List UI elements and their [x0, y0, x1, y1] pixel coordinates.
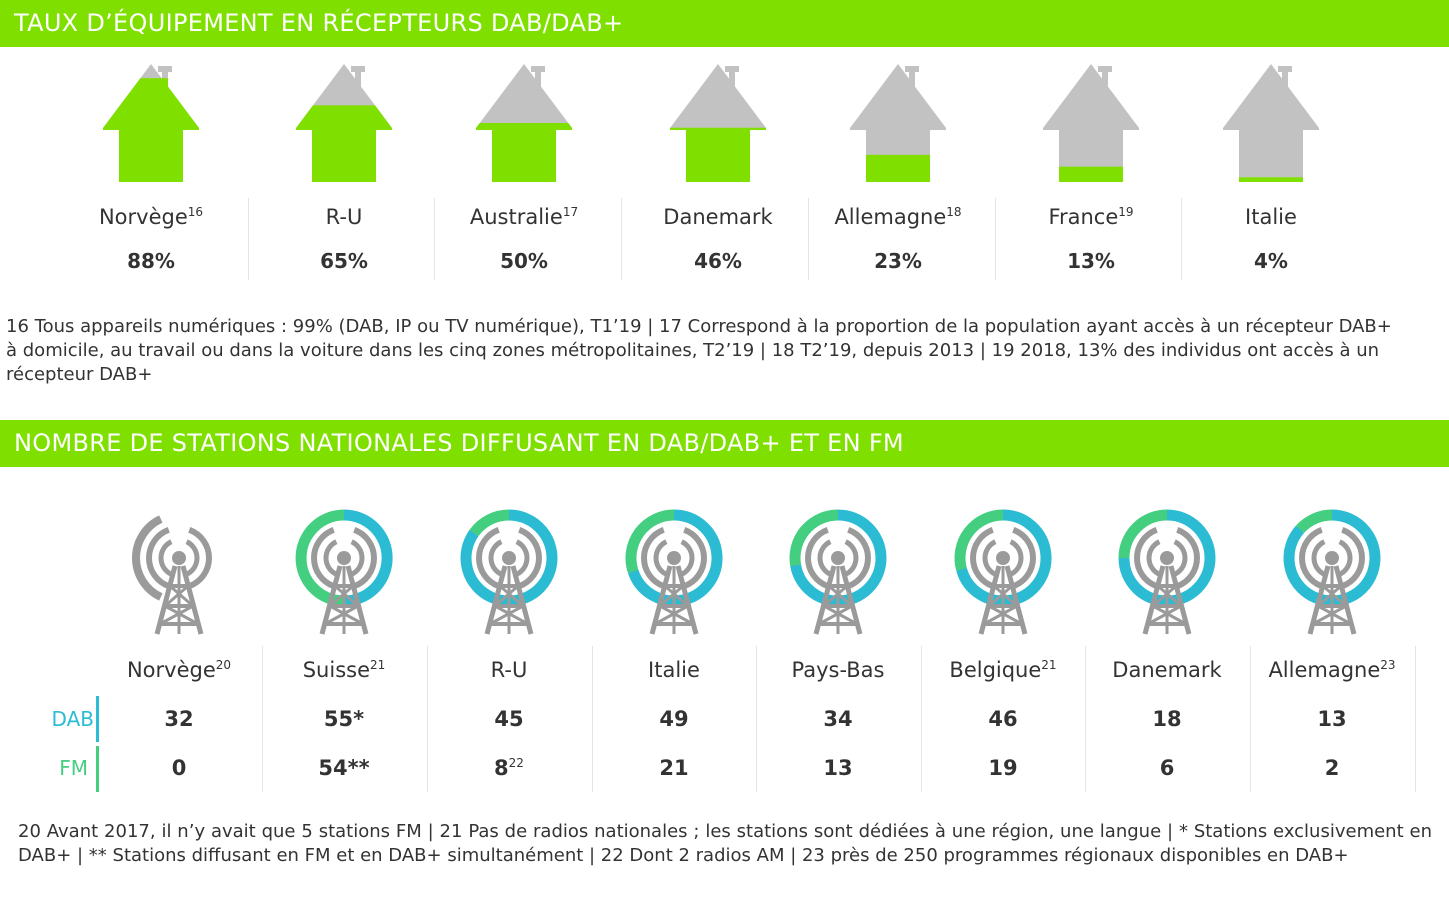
fm-station-count: 19 [988, 756, 1018, 780]
fm-row-label: FM [59, 756, 88, 780]
fm-station-count: 822 [494, 756, 524, 780]
fm-ring-segment [625, 509, 675, 573]
dab-station-count: 49 [659, 707, 689, 731]
column-divider [1249, 646, 1251, 792]
column-divider [261, 646, 263, 792]
dab-ring-segment [342, 509, 393, 607]
tower-country-label: Suisse21 [302, 658, 386, 682]
section1-footnote: 16 Tous appareils numériques : 99% (DAB,… [6, 316, 1392, 385]
fm-row-marker [96, 746, 99, 792]
dab-row-marker [96, 696, 99, 742]
house-percent-value: 50% [500, 249, 548, 273]
section2-title: NOMBRE DE STATIONS NATIONALES DIFFUSANT … [14, 429, 904, 457]
radio-tower-icon [1283, 509, 1381, 635]
house-country-label: France19 [1048, 205, 1134, 229]
tower-country-label: Italie [648, 658, 700, 682]
radio-tower-icon [132, 515, 212, 635]
house-fill-bar [670, 127, 766, 182]
radio-tower-icon [789, 509, 887, 635]
house-fill-bar [476, 123, 572, 182]
fm-station-count: 13 [823, 756, 853, 780]
column-divider [1085, 646, 1086, 792]
fm-station-count: 6 [1159, 756, 1175, 780]
dab-row-label: DAB [51, 707, 94, 731]
column-divider [1181, 198, 1182, 280]
fm-station-count: 0 [171, 756, 187, 780]
house-percent-value: 23% [874, 249, 922, 273]
radio-tower-icon [295, 509, 393, 635]
house-fill-bar [850, 154, 946, 182]
radio-tower-icon [460, 509, 558, 635]
dab-station-count: 32 [164, 707, 194, 731]
section1-banner: TAUX D’ÉQUIPEMENT EN RÉCEPTEURS DAB/DAB+ [0, 0, 1449, 47]
fm-ring-segment [1295, 509, 1333, 534]
house-country-label: Norvège16 [98, 205, 204, 229]
house-percent-value: 13% [1067, 249, 1115, 273]
dab-ring-segment [790, 509, 887, 607]
house-fill-bar [1043, 166, 1139, 182]
column-divider [1415, 646, 1416, 792]
house-country-label: Allemagne18 [834, 205, 962, 229]
dab-station-count: 13 [1317, 707, 1347, 731]
column-divider [808, 198, 809, 280]
house-percent-value: 4% [1254, 249, 1288, 273]
fm-ring-segment [295, 509, 345, 607]
fm-station-count: 2 [1324, 756, 1340, 780]
tower-country-label: Danemark [1112, 658, 1222, 682]
dab-station-count: 55* [323, 707, 365, 731]
fm-ring-segment [1118, 509, 1168, 559]
section2-banner: NOMBRE DE STATIONS NATIONALES DIFFUSANT … [0, 420, 1449, 467]
column-divider [247, 198, 249, 280]
house-percent-value: 46% [694, 249, 742, 273]
house-country-label: Australie17 [469, 205, 579, 229]
column-divider [434, 198, 435, 280]
tower-country-label: Belgique21 [949, 658, 1057, 682]
radio-tower-icon [954, 509, 1052, 635]
column-divider [591, 646, 593, 792]
house-country-label: Danemark [663, 205, 773, 229]
house-fill-bar [296, 105, 392, 182]
house-percent-value: 65% [320, 249, 368, 273]
tower-country-label: R-U [490, 658, 528, 682]
fm-station-count: 54** [318, 756, 370, 780]
radio-tower-icon [625, 509, 723, 635]
column-divider [756, 646, 757, 792]
tower-country-label: Pays-Bas [791, 658, 885, 682]
column-divider [920, 646, 922, 792]
fm-station-count: 21 [659, 756, 689, 780]
fm-ring-segment [789, 509, 839, 567]
dab-station-count: 45 [494, 707, 524, 731]
dab-ring-segment [1283, 509, 1381, 607]
radio-tower-icon [1118, 509, 1216, 635]
column-divider [426, 646, 428, 792]
house-chart [103, 64, 1319, 182]
dab-ring-segment [956, 509, 1052, 607]
dab-station-count: 46 [988, 707, 1018, 731]
dab-ring-segment [1118, 509, 1216, 607]
section2-footnote: 20 Avant 2017, il n’y avait que 5 statio… [18, 821, 1432, 866]
column-divider [621, 198, 622, 280]
dab-station-count: 34 [823, 707, 853, 731]
column-divider [994, 198, 996, 280]
section1-title: TAUX D’ÉQUIPEMENT EN RÉCEPTEURS DAB/DAB+ [14, 9, 624, 37]
fm-ring-segment [954, 509, 1004, 571]
fm-ring-segment [469, 509, 510, 537]
house-country-label: R-U [325, 205, 363, 229]
house-percent-value: 88% [127, 249, 175, 273]
tower-country-label: Allemagne23 [1268, 658, 1396, 682]
house-fill-bar [1223, 177, 1319, 182]
dab-ring-segment [627, 509, 723, 607]
dab-ring-segment [460, 509, 558, 607]
tower-country-label: Norvège20 [126, 658, 232, 682]
house-country-label: Italie [1245, 205, 1297, 229]
dab-station-count: 18 [1152, 707, 1182, 731]
